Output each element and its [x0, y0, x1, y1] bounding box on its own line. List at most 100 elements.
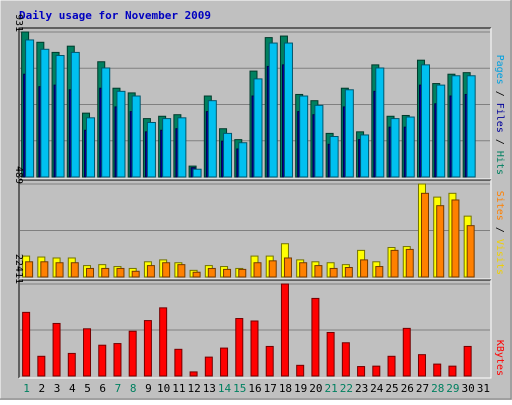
bar-kbytes-day-5	[83, 328, 92, 377]
bar-sites-day-10	[162, 262, 171, 278]
bar-pages-day-4	[70, 51, 80, 178]
bar-sites-day-22	[344, 266, 353, 278]
bar-pages-day-12	[192, 168, 202, 178]
bar-kbytes-day-22	[341, 342, 350, 377]
x-tick-label-day-19: 19	[294, 382, 307, 395]
x-tick-label-day-30: 30	[462, 382, 475, 395]
bar-kbytes-day-27	[417, 354, 426, 377]
bar-sites-day-14	[223, 268, 232, 278]
bar-sites-day-11	[177, 264, 186, 278]
panel-1-axis-label: Pages / Files / Hits	[494, 55, 505, 175]
bar-pages-day-16	[253, 78, 263, 178]
axis-label-part: KBytes	[494, 340, 505, 376]
bar-kbytes-day-4	[67, 352, 76, 377]
panel-3-border-dark	[18, 279, 491, 378]
bar-kbytes-day-9	[143, 320, 152, 377]
bar-sites-day-27	[420, 192, 429, 278]
bar-sites-day-21	[329, 267, 338, 278]
bar-pages-day-28	[436, 84, 446, 178]
bar-pages-day-27	[420, 64, 430, 178]
x-tick-label-day-12: 12	[187, 382, 200, 395]
axis-label-part: /	[494, 133, 505, 151]
bar-pages-day-21	[329, 136, 339, 178]
bar-pages-day-10	[162, 118, 172, 178]
bar-sites-day-8	[131, 270, 140, 278]
bar-sites-day-24	[375, 266, 384, 278]
bar-pages-day-25	[390, 118, 400, 178]
x-tick-label-day-28: 28	[431, 382, 444, 395]
bar-sites-day-25	[390, 249, 399, 278]
bar-sites-day-19	[299, 262, 308, 278]
bar-kbytes-day-2	[37, 355, 46, 377]
bar-pages-day-8	[131, 95, 141, 178]
bar-pages-day-2	[40, 48, 50, 178]
bar-pages-day-26	[405, 116, 415, 178]
x-tick-label-day-10: 10	[157, 382, 170, 395]
axis-label-part: /	[494, 85, 505, 103]
chart-title: Daily usage for November 2009	[19, 9, 211, 22]
x-tick-label-day-29: 29	[446, 382, 459, 395]
bar-pages-day-15	[238, 142, 248, 178]
x-tick-label-day-4: 4	[69, 382, 76, 395]
x-tick-label-day-13: 13	[203, 382, 216, 395]
panel-1-y-max-label: 931	[13, 14, 24, 32]
bar-kbytes-day-3	[52, 322, 61, 377]
bar-sites-day-7	[116, 267, 125, 278]
bar-pages-day-19	[299, 95, 309, 178]
bar-sites-day-1	[25, 261, 34, 278]
x-tick-label-day-18: 18	[279, 382, 292, 395]
panel-2-y-max-label: 489	[13, 166, 24, 184]
x-tick-label-day-16: 16	[248, 382, 261, 395]
x-tick-label-day-24: 24	[370, 382, 384, 395]
panel-2-border-light	[19, 180, 492, 280]
x-tick-label-day-20: 20	[309, 382, 322, 395]
x-tick-label-day-1: 1	[23, 382, 30, 395]
bar-kbytes-day-29	[448, 365, 457, 377]
x-tick-label-day-8: 8	[130, 382, 137, 395]
bar-pages-day-9	[146, 121, 156, 178]
bar-sites-day-28	[436, 205, 445, 278]
bar-sites-day-16	[253, 262, 262, 278]
x-tick-label-day-17: 17	[264, 382, 277, 395]
x-tick-label-day-7: 7	[115, 382, 122, 395]
bar-kbytes-day-8	[128, 330, 137, 377]
x-tick-label-day-21: 21	[325, 382, 338, 395]
axis-label-part: Sites	[494, 191, 505, 221]
bar-sites-day-12	[192, 271, 201, 278]
panel-2-axis-label: Sites / Visits	[494, 191, 505, 275]
bar-kbytes-day-30	[463, 345, 472, 377]
bar-sites-day-20	[314, 265, 323, 278]
x-tick-label-day-6: 6	[99, 382, 106, 395]
bar-sites-day-4	[70, 262, 79, 278]
axis-label-part: /	[494, 221, 505, 239]
bar-sites-day-13	[207, 267, 216, 278]
bar-kbytes-day-16	[250, 320, 259, 377]
bar-kbytes-day-19	[296, 364, 305, 377]
x-tick-label-day-22: 22	[340, 382, 353, 395]
bar-pages-day-17	[268, 42, 278, 178]
x-tick-label-day-15: 15	[233, 382, 246, 395]
bar-pages-day-22	[344, 89, 354, 178]
panel-3-axis-label: KBytes	[494, 340, 505, 376]
bar-kbytes-day-14	[220, 347, 229, 377]
bar-pages-day-30	[466, 75, 476, 178]
x-tick-label-day-14: 14	[218, 382, 232, 395]
panel-3-border-light	[19, 280, 492, 379]
x-tick-label-day-23: 23	[355, 382, 368, 395]
x-tick-label-day-9: 9	[145, 382, 152, 395]
bar-pages-day-24	[375, 67, 385, 178]
x-tick-label-day-26: 26	[401, 382, 414, 395]
bar-pages-day-14	[223, 132, 233, 178]
axis-label-part: Hits	[494, 151, 505, 175]
x-tick-label-day-3: 3	[54, 382, 61, 395]
bar-kbytes-day-7	[113, 343, 122, 377]
bar-kbytes-day-6	[98, 344, 107, 377]
bar-sites-day-9	[146, 265, 155, 278]
bar-pages-day-7	[116, 90, 126, 178]
panel-1-border-light	[19, 28, 492, 180]
bar-sites-day-26	[405, 248, 414, 278]
axis-label-part: Pages	[494, 55, 505, 85]
bar-kbytes-day-24	[372, 365, 381, 377]
